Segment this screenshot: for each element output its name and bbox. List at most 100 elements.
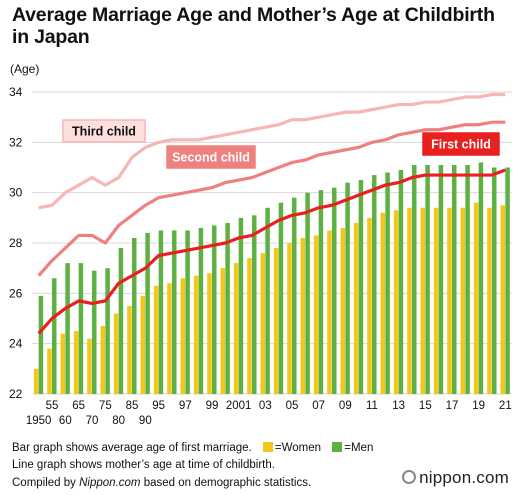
y-tick-label: 34 [9, 85, 23, 99]
second-child-line [37, 120, 506, 277]
men-bar [132, 237, 137, 394]
x-tick-label: 70 [86, 415, 99, 427]
men-bar [398, 170, 404, 394]
x-tick-label: 97 [179, 400, 192, 412]
women-bar [73, 331, 79, 394]
women-bar [87, 338, 92, 394]
y-tick-label: 26 [9, 286, 23, 300]
y-tick-label: 24 [9, 337, 23, 351]
women-bar [340, 227, 346, 394]
women-bar [47, 348, 52, 394]
men-bar [212, 225, 217, 394]
women-bar [313, 235, 319, 394]
x-tick-label: 09 [339, 400, 352, 412]
women-swatch [262, 442, 273, 452]
men-bar [118, 248, 124, 394]
women-bar [193, 275, 199, 394]
men-bar [65, 263, 70, 394]
second-child-label-box [166, 145, 256, 169]
women-bar [473, 202, 479, 394]
x-tick-label: 15 [419, 400, 432, 412]
x-tick-label: 55 [46, 400, 59, 412]
men-bar [358, 180, 364, 394]
women-bar [487, 207, 492, 394]
x-tick-label: 07 [312, 400, 325, 412]
men-bar [92, 270, 97, 394]
women-bar [233, 263, 239, 394]
men-bar [185, 230, 190, 394]
chart: 22 24 26 28 30 32 34 Third child Second child Fir… [9, 85, 512, 427]
women-bar [100, 326, 106, 394]
women-bar [273, 248, 279, 394]
women-bar [353, 222, 359, 394]
first-child-label: First child [431, 138, 491, 152]
x-tick-label: 95 [152, 400, 165, 412]
women-bar [113, 313, 119, 394]
credit-suffix: based on demographic statistics. [140, 477, 312, 489]
men-bar [385, 172, 390, 394]
men-bar [278, 202, 284, 394]
credit-source: Nippon.com [79, 477, 141, 489]
women-bar [300, 237, 306, 394]
women-bar [393, 210, 399, 394]
y-tick-label: 32 [9, 135, 23, 149]
men-bar [318, 190, 324, 394]
men-bar [38, 295, 44, 394]
women-bar [367, 217, 372, 394]
x-tick-label: 11 [366, 400, 378, 412]
men-bar [105, 268, 110, 394]
x-tick-label: 65 [72, 400, 85, 412]
women-bar [153, 285, 159, 394]
second-child-label: Second child [172, 151, 250, 165]
women-bar [167, 283, 172, 394]
men-bar [145, 232, 150, 394]
men-bar [292, 197, 297, 394]
bar-legend: Bar graph shows average age of first mar… [12, 442, 373, 454]
men-bar [438, 164, 444, 394]
x-tick-label: 60 [59, 415, 72, 427]
brand-mark-icon [402, 470, 417, 484]
men-bar [198, 227, 204, 394]
x-tick-label: 19 [472, 400, 485, 412]
x-tick-label: 21 [499, 400, 512, 412]
men-bar [425, 164, 430, 394]
women-bar [260, 253, 266, 394]
men-bar [238, 217, 244, 394]
men-bar [158, 230, 164, 394]
women-bar [60, 333, 66, 394]
women-bar [420, 207, 426, 394]
y-tick-label: 22 [9, 387, 23, 401]
men-bar [265, 207, 270, 394]
x-tick-label: 13 [392, 400, 405, 412]
women-bar [433, 207, 439, 394]
first-child-label-box [422, 132, 500, 156]
men-bar [465, 164, 470, 394]
x-tick-label: 85 [126, 400, 139, 412]
chart-title: Average Marriage Age and Mother’s Age at… [12, 4, 495, 48]
women-bar [500, 205, 506, 394]
men-bar [505, 167, 510, 394]
men-bar [412, 164, 417, 394]
third-child-label-box [62, 119, 146, 143]
men-bar [252, 215, 257, 394]
women-bar [140, 295, 146, 394]
brand-logo: nippon.com [402, 468, 509, 488]
y-axis-label: (Age) [10, 62, 40, 76]
women-bar [447, 207, 452, 394]
credit-prefix: Compiled by [12, 477, 80, 489]
men-bar [305, 192, 310, 394]
men-bar [225, 222, 230, 394]
men-bar [332, 187, 337, 394]
women-bar [327, 230, 332, 394]
men-legend-label: =Men [344, 442, 374, 454]
credit: Compiled by Nippon.com based on demograp… [12, 477, 311, 489]
men-bar [478, 162, 484, 394]
x-tick-label: 75 [99, 400, 112, 412]
x-tick-label: 05 [286, 400, 299, 412]
men-bar [345, 182, 350, 394]
x-tick-label: 2001 [226, 400, 252, 412]
men-bar [78, 263, 84, 394]
men-bar [452, 164, 457, 394]
women-bar [220, 268, 226, 394]
third-child-label: Third child [72, 125, 136, 139]
